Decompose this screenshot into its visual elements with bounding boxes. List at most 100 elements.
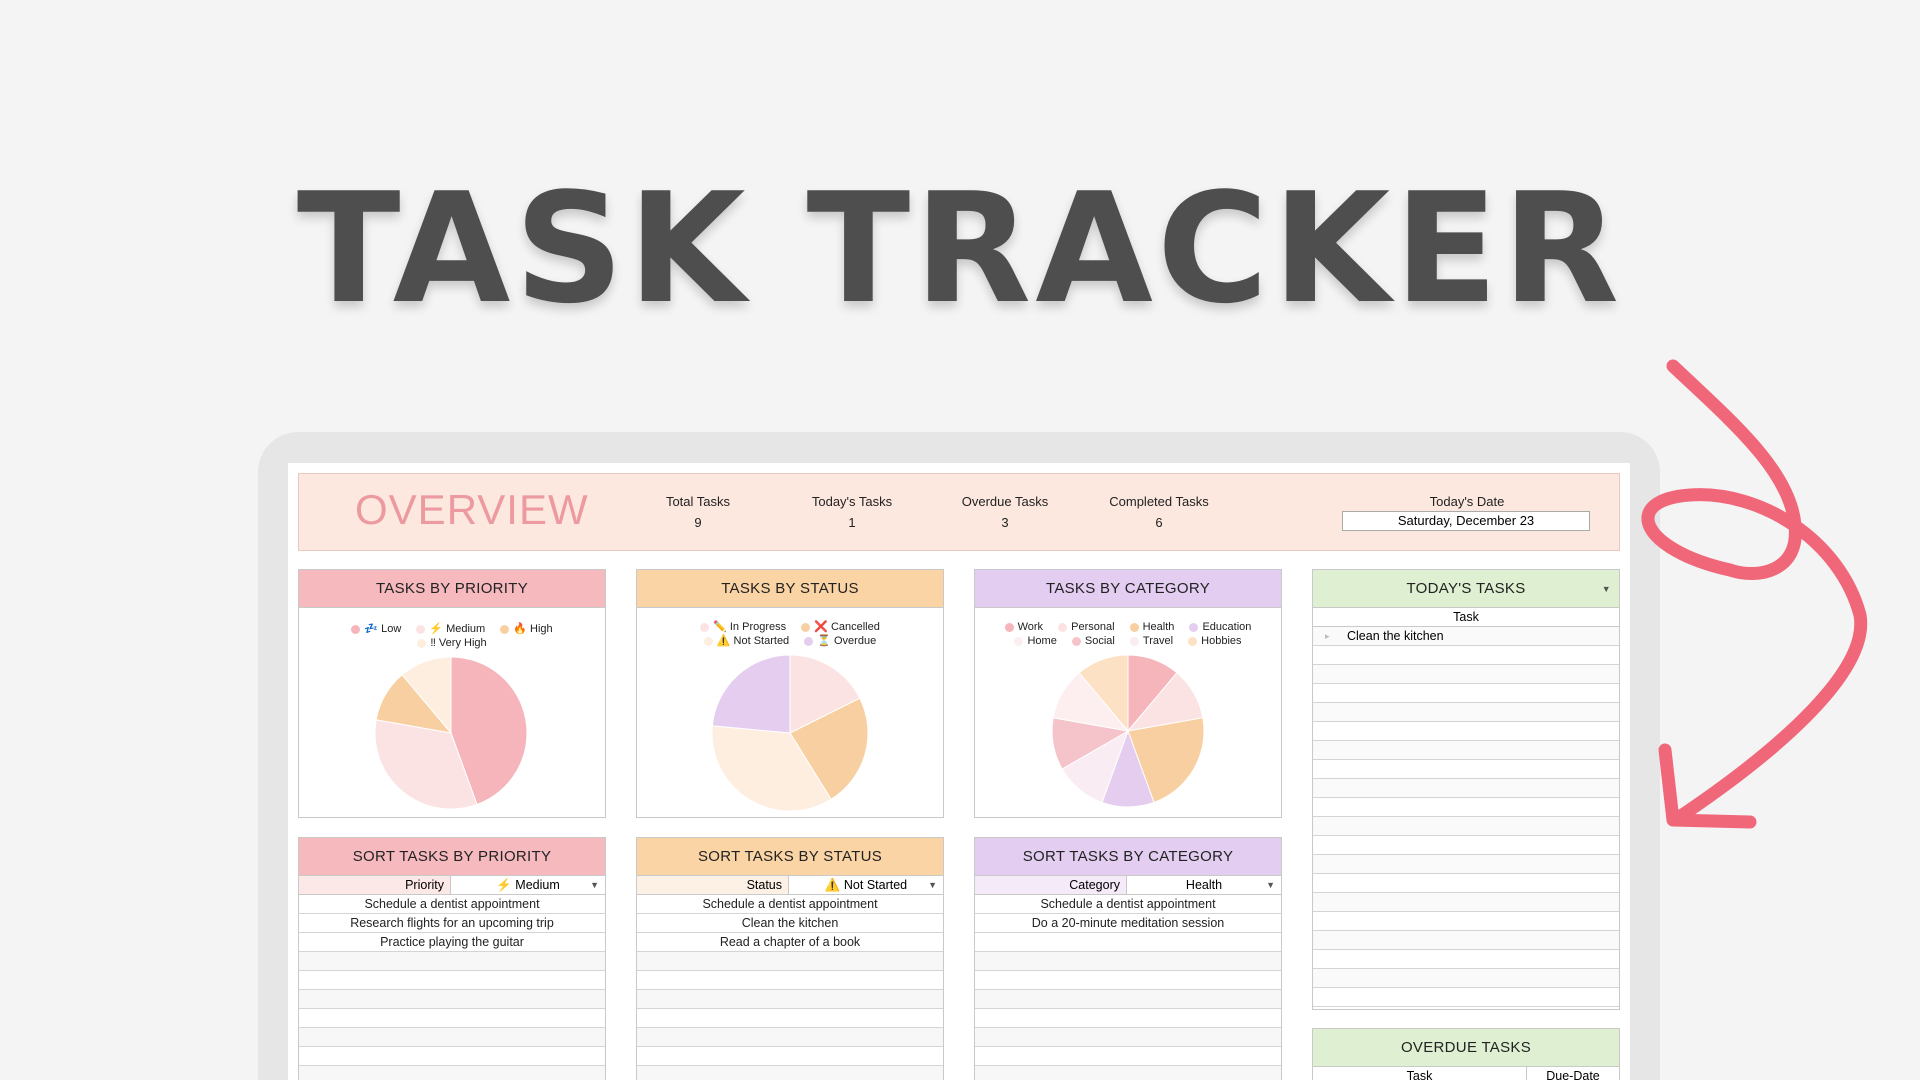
todays-tasks-title: TODAY'S TASKS ▼: [1313, 570, 1619, 608]
status-chart-panel: TASKS BY STATUS ✏️ In Progress ❌ Cancell…: [636, 569, 944, 818]
chevron-down-icon: ▼: [1266, 880, 1275, 890]
empty-row: [299, 971, 605, 990]
status-chart-title: TASKS BY STATUS: [637, 570, 943, 608]
list-item: Schedule a dentist appointment: [637, 895, 943, 914]
legend-swatch: [351, 624, 361, 634]
legend-swatch: [1129, 636, 1139, 646]
legend-swatch: [1188, 636, 1198, 646]
empty-row: [1313, 874, 1619, 893]
category-chart-panel: TASKS BY CATEGORY Work Personal Health E…: [974, 569, 1282, 818]
pie-slice: [789, 654, 861, 734]
legend-item: 💤 Low: [351, 622, 401, 636]
category-filter-row: Category Health ▼: [975, 876, 1281, 895]
legend-label: ‼ Very High: [430, 637, 487, 649]
chevron-down-icon[interactable]: ▼: [1601, 584, 1611, 594]
empty-row: [1313, 817, 1619, 836]
empty-row: [637, 1047, 943, 1066]
stat-label: Total Tasks: [665, 494, 731, 509]
stat-overdue-tasks: Overdue Tasks 3: [940, 494, 1070, 530]
todays-date-label: Today's Date: [1429, 494, 1505, 509]
pie-slice: [401, 656, 452, 735]
chevron-down-icon: ▼: [590, 880, 599, 890]
legend-item: ⚠️ Not Started: [703, 634, 789, 648]
empty-row: [975, 1009, 1281, 1028]
legend-swatch: [703, 636, 713, 646]
category-filter-value: Health: [1185, 878, 1223, 892]
overview-title: OVERVIEW: [355, 486, 589, 533]
legend-swatch: [416, 624, 426, 634]
stat-value: 1: [848, 515, 856, 530]
status-filter-label: Status: [637, 876, 789, 894]
priority-legend: 💤 Low ⚡ Medium 🔥 High ‼ Very High: [299, 622, 605, 650]
list-item: ▸ Clean the kitchen: [1313, 627, 1619, 646]
sort-priority-panel: SORT TASKS BY PRIORITY Priority ⚡ Medium…: [298, 837, 606, 1080]
empty-row: [1313, 703, 1619, 722]
status-pie-chart: [711, 654, 869, 812]
legend-label: 🔥 High: [513, 623, 553, 635]
legend-item: ⏳ Overdue: [804, 634, 876, 648]
legend-label: Home: [1027, 635, 1057, 647]
legend-label: Personal: [1071, 621, 1115, 633]
status-filter-dropdown[interactable]: ⚠️ Not Started ▼: [789, 876, 943, 894]
overdue-tasks-panel: OVERDUE TASKS Task Due-Date: [1312, 1028, 1620, 1080]
empty-row: [1313, 684, 1619, 703]
pie-slice: [1127, 717, 1205, 804]
legend-item: Work: [1004, 620, 1044, 634]
legend-label: Work: [1017, 621, 1044, 633]
legend-label: Hobbies: [1201, 635, 1242, 647]
empty-row: [975, 1028, 1281, 1047]
stat-total-tasks: Total Tasks 9: [633, 494, 763, 530]
legend-swatch: [1004, 622, 1014, 632]
priority-pie-chart: [374, 656, 528, 810]
pie-slice: [450, 656, 528, 806]
legend-swatch: [1129, 622, 1139, 632]
empty-row: [637, 952, 943, 971]
priority-filter-label: Priority: [299, 876, 451, 894]
stat-todays-tasks: Today's Tasks 1: [787, 494, 917, 530]
list-item: Practice playing the guitar: [299, 933, 605, 952]
pie-slice: [374, 719, 478, 810]
category-filter-dropdown[interactable]: Health ▼: [1127, 876, 1281, 894]
empty-row: [299, 952, 605, 971]
empty-row: [637, 1028, 943, 1047]
legend-swatch: [1071, 636, 1081, 646]
stat-label: Completed Tasks: [1109, 494, 1209, 509]
row-marker-icon: ▸: [1325, 631, 1330, 641]
overdue-due-date-column: Due-Date: [1546, 1069, 1600, 1080]
empty-row: [637, 1066, 943, 1080]
list-item: Schedule a dentist appointment: [975, 895, 1281, 914]
list-item: Clean the kitchen: [637, 914, 943, 933]
overdue-column-headers: Task Due-Date: [1313, 1067, 1619, 1080]
empty-row: [1313, 646, 1619, 665]
stat-value: 3: [1001, 515, 1009, 530]
legend-label: Travel: [1142, 635, 1174, 647]
todays-date-field[interactable]: Saturday, December 23: [1342, 511, 1590, 531]
sort-status-panel: SORT TASKS BY STATUS Status ⚠️ Not Start…: [636, 837, 944, 1080]
empty-row: [1313, 988, 1619, 1007]
empty-row: [1313, 836, 1619, 855]
empty-row: [975, 1047, 1281, 1066]
legend-swatch: [700, 622, 710, 632]
legend-swatch: [801, 622, 811, 632]
priority-filter-value: ⚡ Medium: [496, 878, 560, 892]
empty-row: [299, 990, 605, 1009]
legend-item: Travel: [1129, 634, 1174, 648]
overdue-task-column: Task: [1313, 1067, 1527, 1080]
priority-task-list: Schedule a dentist appointment Research …: [299, 895, 605, 1080]
priority-filter-row: Priority ⚡ Medium ▼: [299, 876, 605, 895]
legend-item: ‼ Very High: [417, 636, 487, 650]
legend-item: Home: [1014, 634, 1057, 648]
empty-row: [1313, 893, 1619, 912]
priority-filter-dropdown[interactable]: ⚡ Medium ▼: [451, 876, 605, 894]
empty-row: [637, 1009, 943, 1028]
empty-row: [299, 1028, 605, 1047]
sort-status-title: SORT TASKS BY STATUS: [637, 838, 943, 876]
legend-swatch: [1189, 622, 1199, 632]
todays-tasks-panel: TODAY'S TASKS ▼ Task ▸ Clean the kitchen: [1312, 569, 1620, 1010]
legend-item: Social: [1071, 634, 1115, 648]
empty-row: [1313, 912, 1619, 931]
legend-swatch: [1014, 636, 1024, 646]
empty-row: [1313, 760, 1619, 779]
sort-priority-title: SORT TASKS BY PRIORITY: [299, 838, 605, 876]
empty-row: [1313, 931, 1619, 950]
